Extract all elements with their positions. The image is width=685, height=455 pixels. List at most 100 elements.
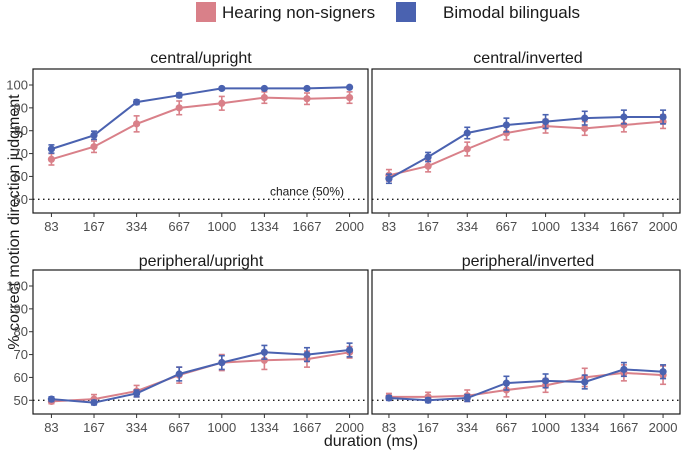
x-tick-label: 167 — [83, 219, 105, 234]
series-bimodal-bilinguals — [47, 83, 354, 154]
data-point — [47, 395, 56, 403]
x-tick-label: 667 — [168, 219, 190, 234]
x-tick-label: 167 — [83, 420, 105, 435]
data-point — [620, 365, 628, 374]
data-point — [175, 104, 183, 112]
data-point — [90, 143, 98, 151]
data-point — [303, 350, 311, 359]
panel-peripheral-upright: 83 167 334 667 1000 1334 1667 2000 50 60 70 80 90 100 — [6, 269, 369, 435]
series-bimodal-bilinguals — [385, 109, 667, 185]
panel-frame — [371, 269, 681, 415]
data-point — [463, 145, 471, 153]
data-point — [581, 114, 589, 122]
x-tick-label: 667 — [168, 420, 190, 435]
data-point — [424, 153, 432, 161]
y-tick-label: 60 — [14, 169, 28, 184]
data-point — [175, 370, 183, 378]
data-point — [620, 113, 628, 121]
data-point — [47, 155, 56, 163]
series-line — [388, 120, 664, 177]
legend-label-hearing-non-signers: Hearing non-signers — [222, 3, 375, 22]
series-bimodal-bilinguals — [47, 342, 354, 407]
facet-title-central-inverted: central/inverted — [473, 50, 582, 67]
data-point — [345, 93, 354, 102]
data-point — [581, 378, 589, 386]
x-tick-label: 2000 — [335, 219, 364, 234]
facet-title-central-upright: central/upright — [150, 50, 252, 67]
y-tick-label: 50 — [14, 192, 28, 207]
x-tick-label: 334 — [126, 219, 148, 234]
y-axis-title: % correct motion direction judgment — [6, 94, 23, 350]
series-line — [51, 86, 350, 150]
series-line — [388, 368, 664, 402]
x-tick-label: 83 — [382, 219, 396, 234]
data-point — [385, 394, 393, 402]
legend-label-bimodal-bilinguals: Bimodal bilinguals — [443, 3, 580, 22]
y-tick-label: 50 — [14, 393, 28, 408]
x-tick-label: 1667 — [609, 420, 638, 435]
x-tick-label: 2000 — [649, 420, 678, 435]
data-point — [581, 124, 589, 133]
x-tick-label: 334 — [456, 219, 478, 234]
data-point — [345, 346, 354, 354]
data-point — [90, 131, 98, 139]
series-line — [51, 96, 350, 161]
x-tick-label: 1334 — [570, 219, 599, 234]
data-point — [303, 84, 311, 93]
y-tick-label: 100 — [6, 78, 28, 93]
x-tick-label: 334 — [456, 420, 478, 435]
series-line — [388, 371, 664, 398]
data-point — [303, 95, 311, 103]
plot-area: 83 167 334 667 1000 1334 1667 2000 50 60 70 80 90 100… — [6, 68, 681, 435]
panel-peripheral-inverted: 83 167 334 667 1000 1334 1667 2000 — [371, 269, 681, 435]
data-point — [218, 358, 226, 367]
legend-swatch-bimodal-bilinguals — [396, 2, 416, 22]
x-tick-label: 667 — [496, 420, 518, 435]
panel-frame — [371, 68, 681, 214]
data-point — [424, 162, 432, 170]
data-point — [133, 98, 141, 106]
x-tick-label: 167 — [417, 420, 439, 435]
x-tick-label: 2000 — [335, 420, 364, 435]
panel-central-inverted: 83 167 334 667 1000 1334 1667 2000 — [371, 68, 681, 234]
series-line — [388, 116, 664, 180]
data-point — [345, 83, 354, 91]
data-point — [47, 145, 56, 153]
data-point — [502, 121, 511, 129]
data-point — [260, 84, 268, 93]
data-point — [659, 368, 667, 376]
y-tick-label: 60 — [14, 370, 28, 385]
data-point — [385, 175, 393, 183]
data-point — [90, 398, 98, 407]
x-tick-label: 1000 — [531, 420, 560, 435]
x-tick-label: 167 — [417, 219, 439, 234]
data-point — [502, 379, 511, 387]
x-axis-title: duration (ms) — [324, 433, 418, 450]
legend: Hearing non-signers Bimodal bilinguals — [196, 2, 580, 22]
x-tick-label: 1667 — [609, 219, 638, 234]
data-point — [659, 113, 667, 121]
x-tick-label: 2000 — [649, 219, 678, 234]
data-point — [133, 120, 141, 128]
x-tick-label: 1000 — [531, 219, 560, 234]
data-point — [424, 396, 432, 404]
chance-annotation: chance (50%) — [270, 184, 344, 198]
x-tick-label: 1667 — [293, 420, 322, 435]
x-tick-label: 83 — [44, 420, 58, 435]
y-tick-label: 90 — [14, 301, 28, 316]
data-point — [175, 91, 183, 99]
x-tick-label: 1667 — [293, 219, 322, 234]
y-tick-label: 80 — [14, 324, 28, 339]
panel-frame — [32, 68, 369, 214]
data-point — [463, 394, 471, 402]
data-point — [541, 377, 550, 385]
y-tick-label: 70 — [14, 146, 28, 161]
y-tick-label: 70 — [14, 347, 28, 362]
legend-swatch-hearing-non-signers — [196, 2, 216, 22]
panel-frame — [32, 269, 369, 415]
x-tick-label: 1334 — [250, 420, 279, 435]
x-tick-label: 667 — [496, 219, 518, 234]
data-point — [218, 99, 226, 107]
data-point — [260, 348, 268, 356]
